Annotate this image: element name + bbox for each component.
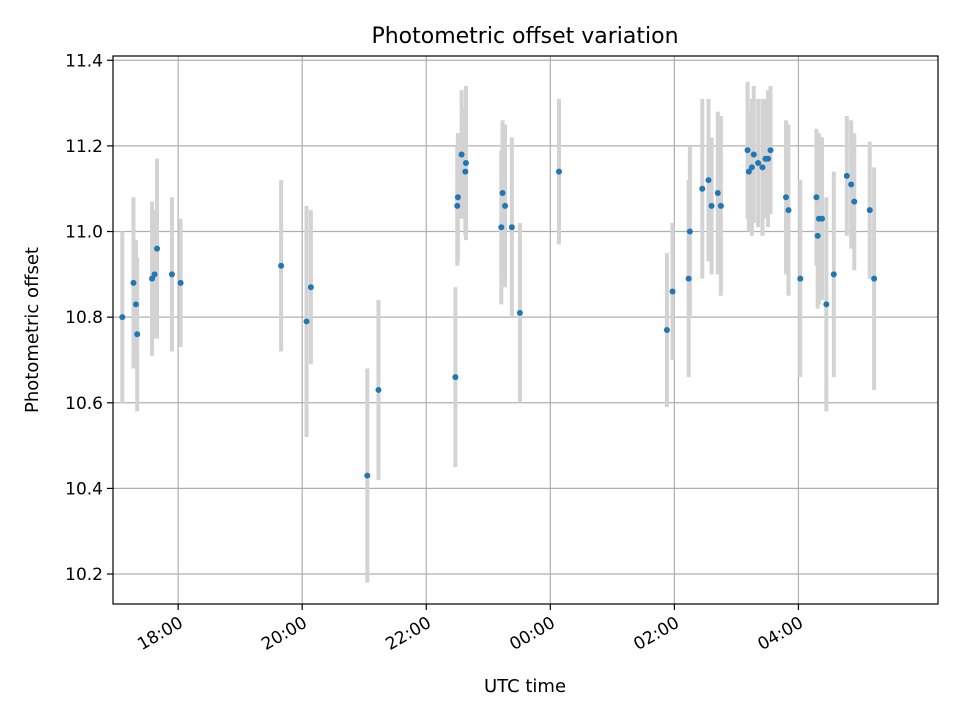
x-tick-label: 20:00: [258, 613, 310, 655]
y-tick-label: 10.2: [65, 565, 103, 585]
y-tick-label: 10.6: [65, 394, 103, 414]
data-point: [516, 309, 523, 316]
data-point: [708, 202, 715, 209]
y-tick-label: 11.0: [65, 223, 103, 243]
data-point: [744, 147, 751, 154]
data-point: [555, 168, 562, 175]
data-point: [714, 190, 721, 196]
data-point: [458, 151, 465, 158]
data-point: [498, 224, 505, 231]
data-point: [759, 164, 766, 171]
data-point: [813, 194, 820, 201]
data-points: [119, 147, 878, 479]
data-point: [686, 228, 693, 235]
data-point: [278, 262, 285, 269]
data-point: [307, 284, 314, 291]
data-point: [755, 160, 762, 167]
data-point: [151, 271, 158, 278]
data-point: [685, 275, 692, 282]
data-point: [848, 181, 855, 188]
chart-title: Photometric offset variation: [371, 24, 678, 49]
data-point: [177, 279, 184, 286]
data-point: [699, 185, 706, 192]
data-point: [814, 232, 821, 239]
x-tick-label: 18:00: [134, 613, 186, 655]
y-axis: 10.2 10.4 10.6 10.8 11.0 11.2 11.4: [65, 51, 113, 585]
data-point: [130, 279, 137, 286]
data-point: [454, 202, 461, 209]
data-point: [745, 168, 752, 175]
x-tick-label: 22:00: [382, 613, 434, 655]
data-point: [303, 318, 310, 325]
data-point: [462, 160, 469, 167]
data-point: [705, 177, 712, 184]
data-point: [843, 172, 850, 179]
data-point: [797, 275, 804, 282]
data-point: [452, 374, 459, 381]
y-tick-label: 11.4: [65, 51, 103, 71]
grid-lines: [113, 56, 938, 604]
data-point: [508, 224, 515, 231]
data-point: [454, 194, 461, 201]
data-point: [785, 207, 792, 214]
data-point: [134, 331, 141, 338]
x-axis: 18:00 20:00 22:00 00:00 02:00 04:00: [134, 604, 807, 655]
y-tick-label: 10.4: [65, 479, 103, 499]
data-point: [783, 194, 790, 201]
data-point: [119, 314, 126, 321]
data-point: [499, 190, 506, 196]
data-point: [364, 472, 371, 479]
data-point: [748, 164, 755, 171]
data-point: [462, 168, 469, 175]
y-tick-label: 10.8: [65, 308, 103, 328]
y-tick-label: 11.2: [65, 137, 103, 157]
x-axis-label: UTC time: [484, 676, 566, 697]
plot-frame: [112, 55, 939, 605]
data-point: [168, 271, 175, 278]
data-point: [717, 202, 724, 209]
data-point: [669, 288, 676, 295]
data-point: [132, 301, 139, 308]
data-point: [765, 155, 772, 162]
data-point: [767, 147, 774, 154]
x-tick-label: 04:00: [754, 613, 806, 655]
data-point: [866, 207, 873, 214]
data-point: [823, 301, 830, 308]
x-tick-label: 02:00: [630, 613, 682, 655]
data-point: [375, 386, 382, 393]
error-bars: [120, 81, 877, 583]
data-point: [830, 271, 837, 278]
data-point: [154, 245, 161, 252]
data-point: [502, 202, 509, 209]
data-point: [750, 151, 757, 158]
data-point: [871, 275, 878, 282]
data-point: [851, 198, 858, 205]
data-point: [819, 215, 826, 222]
y-axis-label: Photometric offset: [22, 247, 43, 413]
data-point: [663, 327, 670, 333]
x-tick-label: 00:00: [506, 613, 558, 655]
